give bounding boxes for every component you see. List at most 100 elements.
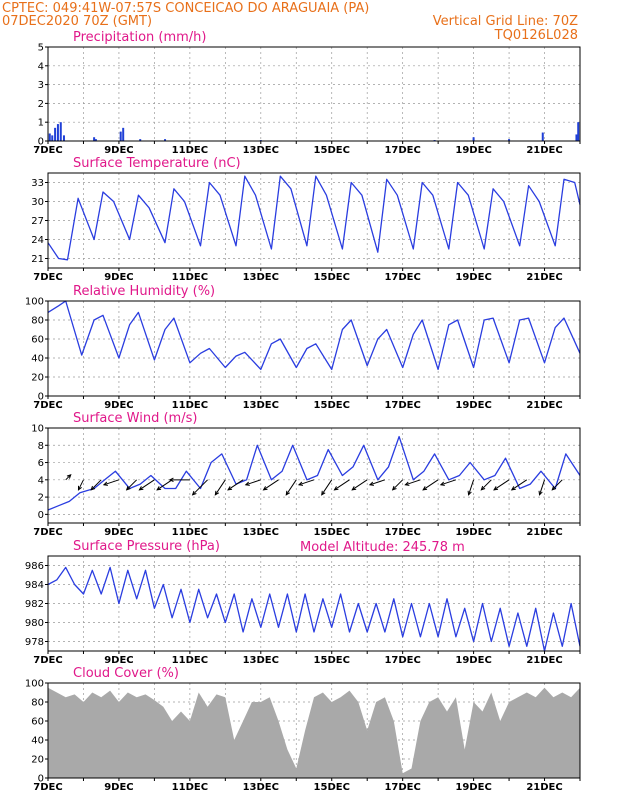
precipitation-frame	[47, 46, 581, 142]
surface-wind-arrow	[351, 479, 368, 491]
surface-wind-xtick-label: 15DEC	[314, 527, 350, 538]
surface-wind-arrowhead	[125, 485, 131, 491]
surface-pressure-xtick-label: 7DEC	[33, 655, 62, 666]
surface-pressure-xtick-label: 9DEC	[104, 655, 133, 666]
cloud-cover-ytick-label: 80	[31, 698, 44, 709]
surface-wind-arrow	[227, 479, 244, 491]
surface-wind-arrow	[65, 474, 72, 481]
surface-wind-arrowhead	[168, 477, 174, 483]
surface-wind-arrow	[369, 479, 386, 486]
precipitation-xtick-label: 21DEC	[526, 145, 562, 156]
relative-humidity-xtick-label: 13DEC	[243, 400, 279, 411]
surface-wind-ytick-label: 2	[38, 493, 44, 504]
precipitation-bar	[48, 133, 51, 141]
surface-wind-arrowhead	[90, 485, 96, 491]
surface-wind-xtick-label: 13DEC	[243, 527, 279, 538]
surface-temperature-line	[47, 175, 581, 261]
surface-wind-arrowhead	[102, 481, 108, 486]
relative-humidity-xtick-label: 15DEC	[314, 400, 350, 411]
surface-wind-arrowhead	[321, 490, 326, 496]
relative-humidity-ytick-label: 20	[31, 373, 44, 384]
surface-pressure-xtick-label: 17DEC	[384, 655, 420, 666]
cloud-cover-xtick-label: 11DEC	[172, 782, 208, 793]
surface-pressure-panel: 978 980 982 984 986 7DEC 9DEC 11DEC 13DEC 15DEC 17…	[25, 539, 581, 666]
cloud-cover-xtick-label: 21DEC	[526, 782, 562, 793]
surface-wind-arrow	[493, 479, 510, 491]
relative-humidity-xtick-label: 21DEC	[526, 400, 562, 411]
precipitation-bar	[94, 139, 97, 141]
surface-wind-ytick-label: 8	[38, 441, 44, 452]
surface-temperature-title: Surface Temperature (nC)	[73, 156, 241, 171]
surface-wind-arrowhead	[351, 486, 357, 491]
surface-pressure-xtick-label: 13DEC	[243, 655, 279, 666]
cloud-cover-xtick-label: 19DEC	[455, 782, 491, 793]
surface-wind-arrow	[392, 479, 404, 491]
surface-wind-arrow	[480, 479, 492, 491]
surface-wind-arrowhead	[480, 485, 486, 491]
cloud-cover-frame	[47, 682, 581, 779]
surface-pressure-xtick-label: 21DEC	[526, 655, 562, 666]
surface-pressure-xtick-label: 15DEC	[314, 655, 350, 666]
surface-wind-arrowhead	[439, 481, 445, 486]
surface-wind-arrow	[126, 479, 138, 491]
surface-wind-ytick-label: 4	[38, 475, 44, 486]
surface-wind-arrow	[468, 479, 475, 495]
precipitation-bar	[164, 139, 167, 141]
surface-wind-arrow	[245, 479, 261, 486]
relative-humidity-ytick-label: 40	[31, 354, 44, 365]
cloud-cover-title: Cloud Cover (%)	[73, 666, 179, 681]
surface-wind-arrow	[511, 479, 528, 491]
cloud-cover-xtick-label: 9DEC	[104, 782, 133, 793]
surface-wind-arrow	[103, 479, 120, 486]
surface-wind-xtick-label: 9DEC	[104, 527, 133, 538]
precipitation-bar	[575, 134, 578, 141]
header-station: CPTEC: 049:41W-07:57S CONCEICAO DO ARAGU…	[2, 1, 369, 16]
surface-wind-arrow	[90, 479, 102, 491]
surface-temperature-xtick-label: 15DEC	[314, 272, 350, 283]
surface-temperature-xtick-label: 7DEC	[33, 272, 62, 283]
surface-wind-xtick-label: 19DEC	[455, 527, 491, 538]
surface-pressure-title: Surface Pressure (hPa)	[73, 539, 220, 554]
relative-humidity-title: Relative Humidity (%)	[73, 284, 215, 299]
surface-pressure-line	[47, 566, 581, 652]
surface-pressure-ytick-label: 984	[25, 580, 44, 591]
surface-wind-arrowhead	[191, 490, 197, 496]
surface-wind-arrowhead	[391, 485, 397, 491]
surface-wind-arrow	[422, 479, 439, 491]
surface-wind-arrowhead	[538, 490, 543, 496]
surface-temperature-ytick-label: 30	[31, 197, 44, 208]
surface-temperature-xtick-label: 13DEC	[243, 272, 279, 283]
surface-wind-arrow	[192, 479, 208, 496]
surface-wind-xtick-label: 17DEC	[384, 527, 420, 538]
surface-wind-arrowhead	[77, 485, 82, 491]
surface-temperature-ytick-label: 33	[31, 178, 44, 189]
surface-pressure-ytick-label: 978	[25, 637, 44, 648]
precipitation-bar	[119, 131, 122, 141]
surface-wind-arrowhead	[493, 486, 499, 491]
cloud-cover-ytick-label: 0	[38, 774, 44, 785]
cloud-cover-ytick-label: 100	[25, 679, 44, 690]
precipitation-bar	[56, 124, 59, 141]
surface-temperature-xtick-label: 17DEC	[384, 272, 420, 283]
surface-wind-line	[47, 435, 581, 511]
surface-pressure-xtick-label: 19DEC	[455, 655, 491, 666]
surface-wind-arrow	[539, 479, 546, 495]
cloud-cover-ytick-label: 40	[31, 736, 44, 747]
precipitation-ytick-label: 1	[38, 118, 44, 129]
surface-temperature-ytick-label: 24	[31, 235, 44, 246]
surface-wind-ytick-label: 10	[31, 424, 44, 435]
relative-humidity-panel: 0 20 40 60 80 100 7DEC 9DEC 11DEC 13DEC 15DEC 17DEC…	[25, 284, 581, 411]
relative-humidity-xtick-label: 11DEC	[172, 400, 208, 411]
precipitation-xtick-label: 7DEC	[33, 145, 62, 156]
precipitation-bar	[139, 139, 142, 141]
precipitation-plot-area	[48, 47, 580, 141]
surface-wind-ytick-label: 6	[38, 458, 44, 469]
surface-wind-arrowhead	[510, 486, 516, 491]
surface-wind-ytick-label: 0	[38, 510, 44, 521]
precipitation-ytick-label: 3	[38, 80, 44, 91]
precipitation-xtick-label: 15DEC	[314, 145, 350, 156]
surface-wind-arrow	[263, 479, 279, 491]
precipitation-ytick-label: 4	[38, 61, 44, 72]
precipitation-xtick-label: 19DEC	[455, 145, 491, 156]
surface-temperature-ytick-label: 21	[31, 254, 44, 265]
